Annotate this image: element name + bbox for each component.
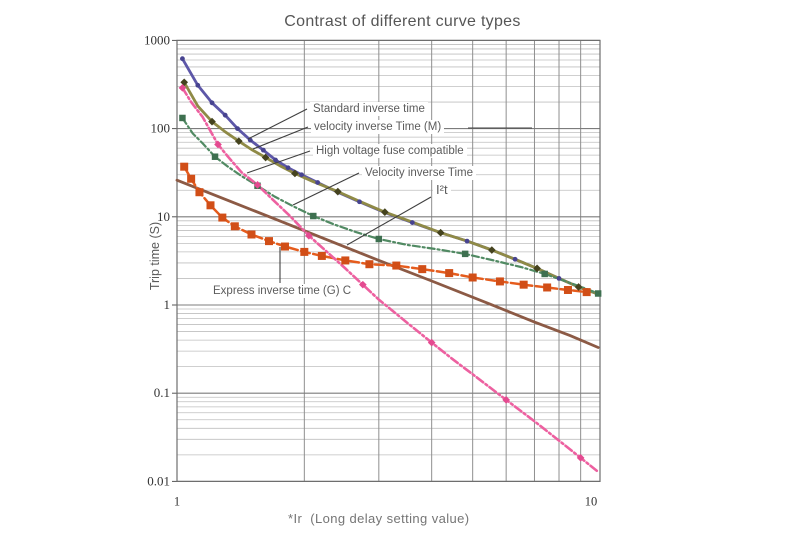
curve-marker-express xyxy=(341,256,350,265)
plot-border xyxy=(176,39,601,483)
curve-marker-standard xyxy=(409,220,415,225)
leader-line-i2t xyxy=(346,196,432,246)
curve-label-express-inverse-time: Express inverse time (G) C xyxy=(210,284,355,298)
curve-marker-velocity xyxy=(541,270,548,278)
curve-marker-express xyxy=(418,265,427,274)
leader-line-hv_fuse xyxy=(246,150,311,174)
curve-marker-express xyxy=(206,201,215,210)
leader-line-standard xyxy=(247,108,308,140)
curve-marker-express xyxy=(280,242,289,251)
curve-label-i2t: I²t xyxy=(433,183,451,197)
curve-marker-express xyxy=(519,280,528,289)
curve-marker-express xyxy=(180,162,189,171)
curve-marker-velocity xyxy=(375,235,383,243)
leader-line-velocity xyxy=(292,172,360,206)
curve-marker-express xyxy=(247,230,256,239)
curve-marker-express xyxy=(563,285,572,294)
curve-marker-express xyxy=(468,273,477,282)
curve-marker-express xyxy=(230,222,239,231)
y-tick-label: 100 xyxy=(151,121,171,136)
curve-marker-express xyxy=(187,174,196,183)
curve-marker-express xyxy=(195,188,204,197)
curve-marker-express xyxy=(317,251,326,260)
curve-marker-standard xyxy=(315,180,321,185)
curve-marker-express xyxy=(543,283,552,292)
curve-marker-velocity_m xyxy=(261,153,270,162)
curve-marker-standard xyxy=(357,199,362,205)
y-tick-label: 1000 xyxy=(144,32,170,47)
curve-marker-standard xyxy=(260,147,266,153)
curve-marker-hv_fuse xyxy=(305,231,313,240)
curve-marker-velocity_m xyxy=(208,117,216,126)
curve-marker-hv_fuse xyxy=(502,396,510,404)
curve-express xyxy=(182,165,588,294)
curve-label-velocity-inverse-time-m: velocity inverse Time (M) xyxy=(311,120,445,134)
curve-marker-hv_fuse xyxy=(178,83,187,92)
curve-marker-velocity xyxy=(461,250,469,258)
x-tick-label: 1 xyxy=(174,494,180,508)
curve-marker-express xyxy=(300,247,309,256)
curve-marker-express xyxy=(365,260,374,269)
y-axis-label: Trip time (S) xyxy=(148,221,162,291)
curve-marker-velocity xyxy=(211,153,219,160)
curve-marker-standard xyxy=(273,157,278,163)
curve-marker-hv_fuse xyxy=(358,280,367,289)
curve-marker-hv_fuse xyxy=(214,140,222,149)
curve-marker-standard xyxy=(222,112,228,118)
curve-marker-standard xyxy=(512,256,518,262)
curve-marker-velocity_m xyxy=(291,169,299,178)
curve-marker-standard xyxy=(556,276,562,281)
curve-marker-velocity xyxy=(594,290,602,297)
curve-marker-velocity xyxy=(179,114,186,122)
curve-velocity_m xyxy=(182,80,600,296)
curve-marker-velocity xyxy=(310,212,317,220)
curve-marker-express xyxy=(582,288,591,297)
y-tick-label: 1 xyxy=(164,297,171,312)
curve-marker-standard xyxy=(285,165,291,171)
curve-marker-velocity_m xyxy=(487,246,496,254)
curve-marker-express xyxy=(495,277,504,286)
curve-marker-velocity_m xyxy=(234,137,243,146)
curve-hv_fuse xyxy=(181,86,600,474)
curve-label-standard-inverse-time: Standard inverse time xyxy=(310,102,428,116)
curve-marker-express xyxy=(264,237,273,246)
curve-marker-standard xyxy=(195,82,201,88)
curve-marker-standard xyxy=(299,172,304,178)
x-axis-label: *Ir (Long delay setting value) xyxy=(288,511,470,526)
curve-marker-velocity_m xyxy=(381,208,389,216)
curve-marker-express xyxy=(218,213,227,222)
curve-marker-express xyxy=(392,261,401,270)
curve-marker-velocity_m xyxy=(436,228,445,237)
curve-label-velocity-inverse-time: Velocity inverse Time xyxy=(362,166,477,180)
curve-velocity xyxy=(181,116,600,295)
curve-marker-hv_fuse xyxy=(253,181,262,189)
curve-marker-standard xyxy=(464,238,470,244)
leader-line-velocity_m xyxy=(252,126,309,150)
curve-marker-standard xyxy=(235,126,240,131)
curve-marker-standard xyxy=(180,56,185,62)
curve-i2t xyxy=(175,178,600,349)
y-tick-label: 10 xyxy=(157,209,170,224)
chart-title: Contrast of different curve types xyxy=(284,13,521,30)
y-tick-label: 0.01 xyxy=(147,473,170,488)
curve-marker-express xyxy=(445,269,454,278)
curve-label-high-voltage-fuse-compatible: High voltage fuse compatible xyxy=(313,144,467,158)
x-tick-label: 10 xyxy=(585,494,598,508)
y-tick-label: 0.1 xyxy=(154,385,170,400)
curve-marker-standard xyxy=(209,100,215,106)
